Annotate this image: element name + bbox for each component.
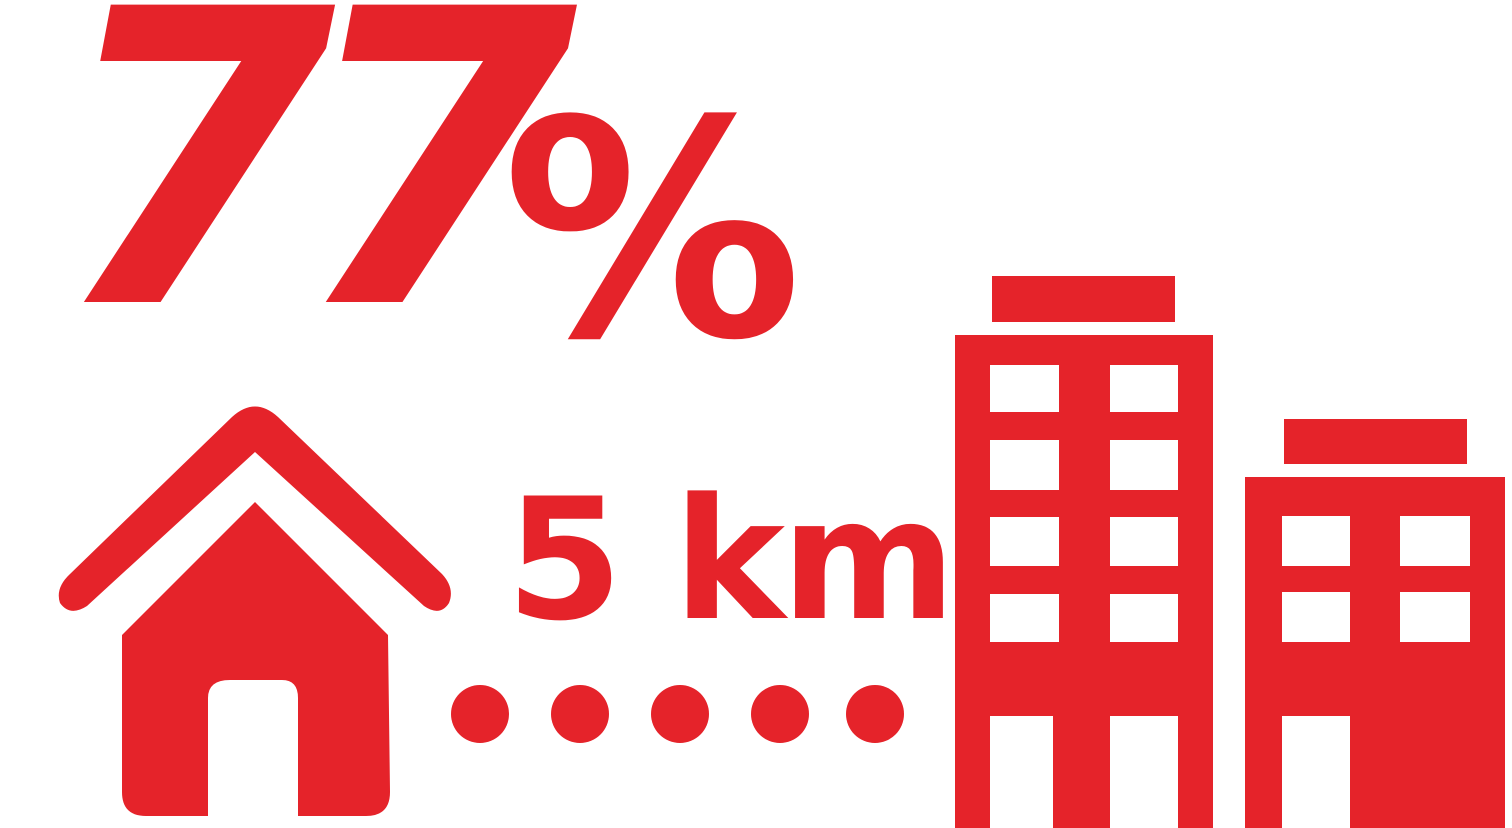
distance-label: 5 km [506,462,956,658]
house-icon [58,406,451,816]
stat-unit: % [502,57,803,406]
office-buildings-icon [955,276,1505,828]
stat-value: 77 [52,0,578,399]
dotted-path-icon [451,685,904,743]
